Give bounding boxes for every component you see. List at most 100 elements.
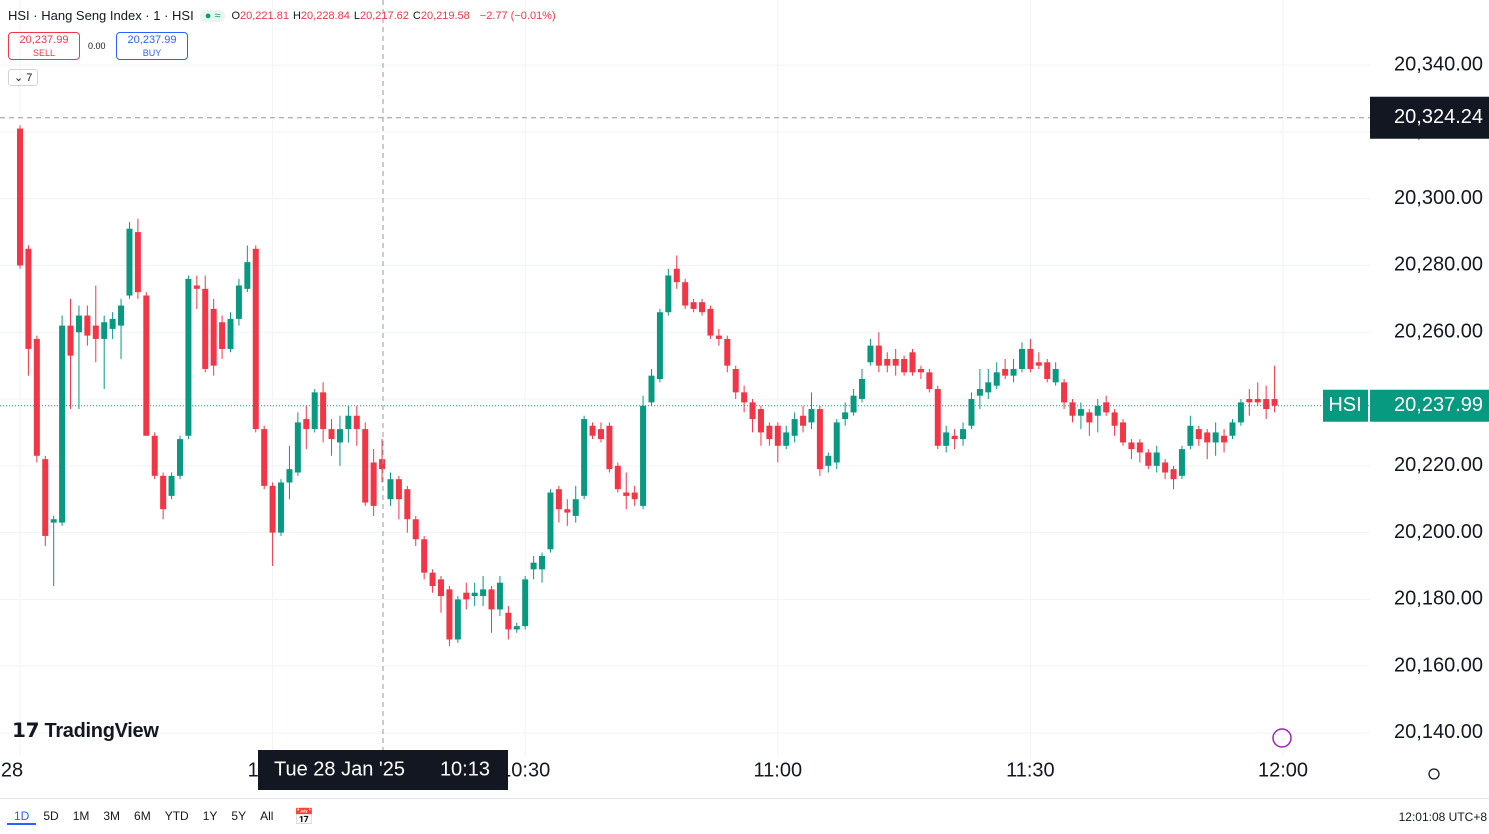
bottom-toolbar: 1D 5D 1M 3M 6M YTD 1Y 5Y All 📅 12:01:08 UTC+8 [0, 798, 1489, 834]
candle-body [1145, 452, 1152, 466]
change: −2.77 (−0.01%) [479, 9, 556, 22]
candle-body [732, 368, 739, 393]
candle-body [1136, 442, 1143, 453]
candle-body [783, 432, 790, 446]
candle-body [1178, 449, 1185, 476]
candle-body [33, 338, 40, 456]
symbol-tag [1323, 389, 1368, 422]
candle-body [463, 592, 470, 600]
candle-body [656, 312, 663, 380]
crosshair-price-box [1370, 96, 1489, 139]
x-tick-label: 11:30 [1006, 759, 1055, 781]
candle-body [934, 389, 941, 446]
range-button[interactable]: YTD [164, 808, 189, 823]
candle-body [328, 429, 335, 440]
symbol-title[interactable]: HSI · Hang Seng Index · 1 · HSI [8, 8, 194, 23]
candle-body [362, 429, 369, 503]
ohlc-value: 20,217.62 [359, 9, 409, 22]
candle-body [606, 425, 613, 470]
crosshair-time-box [258, 750, 508, 790]
y-tick-label: 20,200.00 [1394, 521, 1483, 543]
candle-body [1027, 348, 1034, 369]
sell-button[interactable]: 20,237.99 SELL [8, 32, 80, 60]
candle-body [311, 392, 318, 430]
candle-body [412, 519, 419, 540]
sell-label: SELL [32, 48, 56, 58]
candle-body [892, 358, 899, 366]
candle-body [564, 509, 571, 513]
clock[interactable]: 12:01:08 UTC+8 [1398, 810, 1487, 824]
candle-body [1263, 399, 1270, 410]
goto-date[interactable]: 📅 [294, 808, 315, 826]
candle-body [774, 425, 781, 446]
candle-body [825, 455, 832, 466]
candle-body [943, 432, 950, 446]
candle-body [555, 489, 562, 510]
candle-body [67, 325, 74, 356]
ohlc-item: C20,219.58 [413, 10, 470, 22]
candle-body [92, 325, 99, 339]
candle-body [252, 248, 259, 430]
candle-body [1229, 422, 1236, 436]
range-button[interactable]: 1D [7, 809, 37, 825]
candle-body [993, 372, 1000, 386]
candle-body [808, 409, 815, 423]
candle-body [101, 322, 108, 339]
candle-body [379, 459, 386, 470]
candle-body [1120, 422, 1127, 443]
candle-body [522, 579, 529, 627]
range-button[interactable]: 6M [134, 808, 151, 823]
y-tick-label: 20,180.00 [1394, 588, 1483, 610]
candle-body [176, 439, 183, 476]
indicators-toggle[interactable]: ⌄ 7 [8, 69, 39, 86]
candle-body [480, 589, 487, 597]
y-tick-label: 20,340.00 [1394, 53, 1483, 75]
candle-body [648, 375, 655, 403]
candle-body [210, 308, 217, 366]
y-tick-label: 20,260.00 [1394, 321, 1483, 343]
candle-body [320, 392, 327, 430]
crosshair-date-label: Tue 28 Jan '25 [274, 758, 405, 780]
x-tick-label: 11:00 [754, 759, 803, 781]
candle-body [1237, 402, 1244, 423]
candle-body [126, 228, 133, 296]
range-button[interactable]: 5Y [231, 808, 247, 823]
range-button[interactable]: 1M [72, 808, 90, 823]
y-tick-label: 20,300.00 [1394, 187, 1483, 209]
candle-body [1153, 452, 1160, 466]
crosshair-time-label: 10:13 [440, 758, 490, 780]
spread: 0.00 [88, 41, 106, 51]
y-tick-label: 20,160.00 [1394, 654, 1483, 676]
candle-body [235, 285, 242, 319]
candle-body [699, 302, 706, 313]
range-button[interactable]: 3M [103, 808, 121, 823]
ohlc-item: L20,217.62 [354, 10, 409, 22]
candle-body [1086, 412, 1093, 423]
candle-body [84, 315, 91, 336]
candle-body [1204, 432, 1211, 443]
x-tick-label: 28 [1, 759, 23, 781]
last-price-label: 20,237.99 [1394, 394, 1483, 416]
candle-body [269, 485, 276, 533]
candle-body [1195, 429, 1202, 440]
candle-body [850, 395, 857, 413]
range-button[interactable]: All [260, 808, 274, 823]
candle-body [791, 419, 798, 436]
candle-body [353, 415, 360, 430]
candle-body [118, 305, 125, 326]
candle-body [1035, 362, 1042, 366]
candle-body [471, 592, 478, 597]
market-status[interactable]: ● ≈ [199, 9, 226, 22]
y-tick-label: 20,220.00 [1394, 454, 1483, 476]
buy-button[interactable]: 20,237.99 BUY [116, 32, 188, 60]
candle-body [976, 389, 983, 396]
candle-body [833, 422, 840, 463]
candle-body [151, 435, 158, 476]
candle-body [25, 248, 32, 349]
branding[interactable]: 𝟭𝟳 TradingView [12, 720, 159, 742]
candle-body [488, 589, 495, 610]
range-button[interactable]: 5D [43, 808, 59, 823]
range-button[interactable]: 1Y [202, 808, 218, 823]
candle-body [597, 429, 604, 440]
